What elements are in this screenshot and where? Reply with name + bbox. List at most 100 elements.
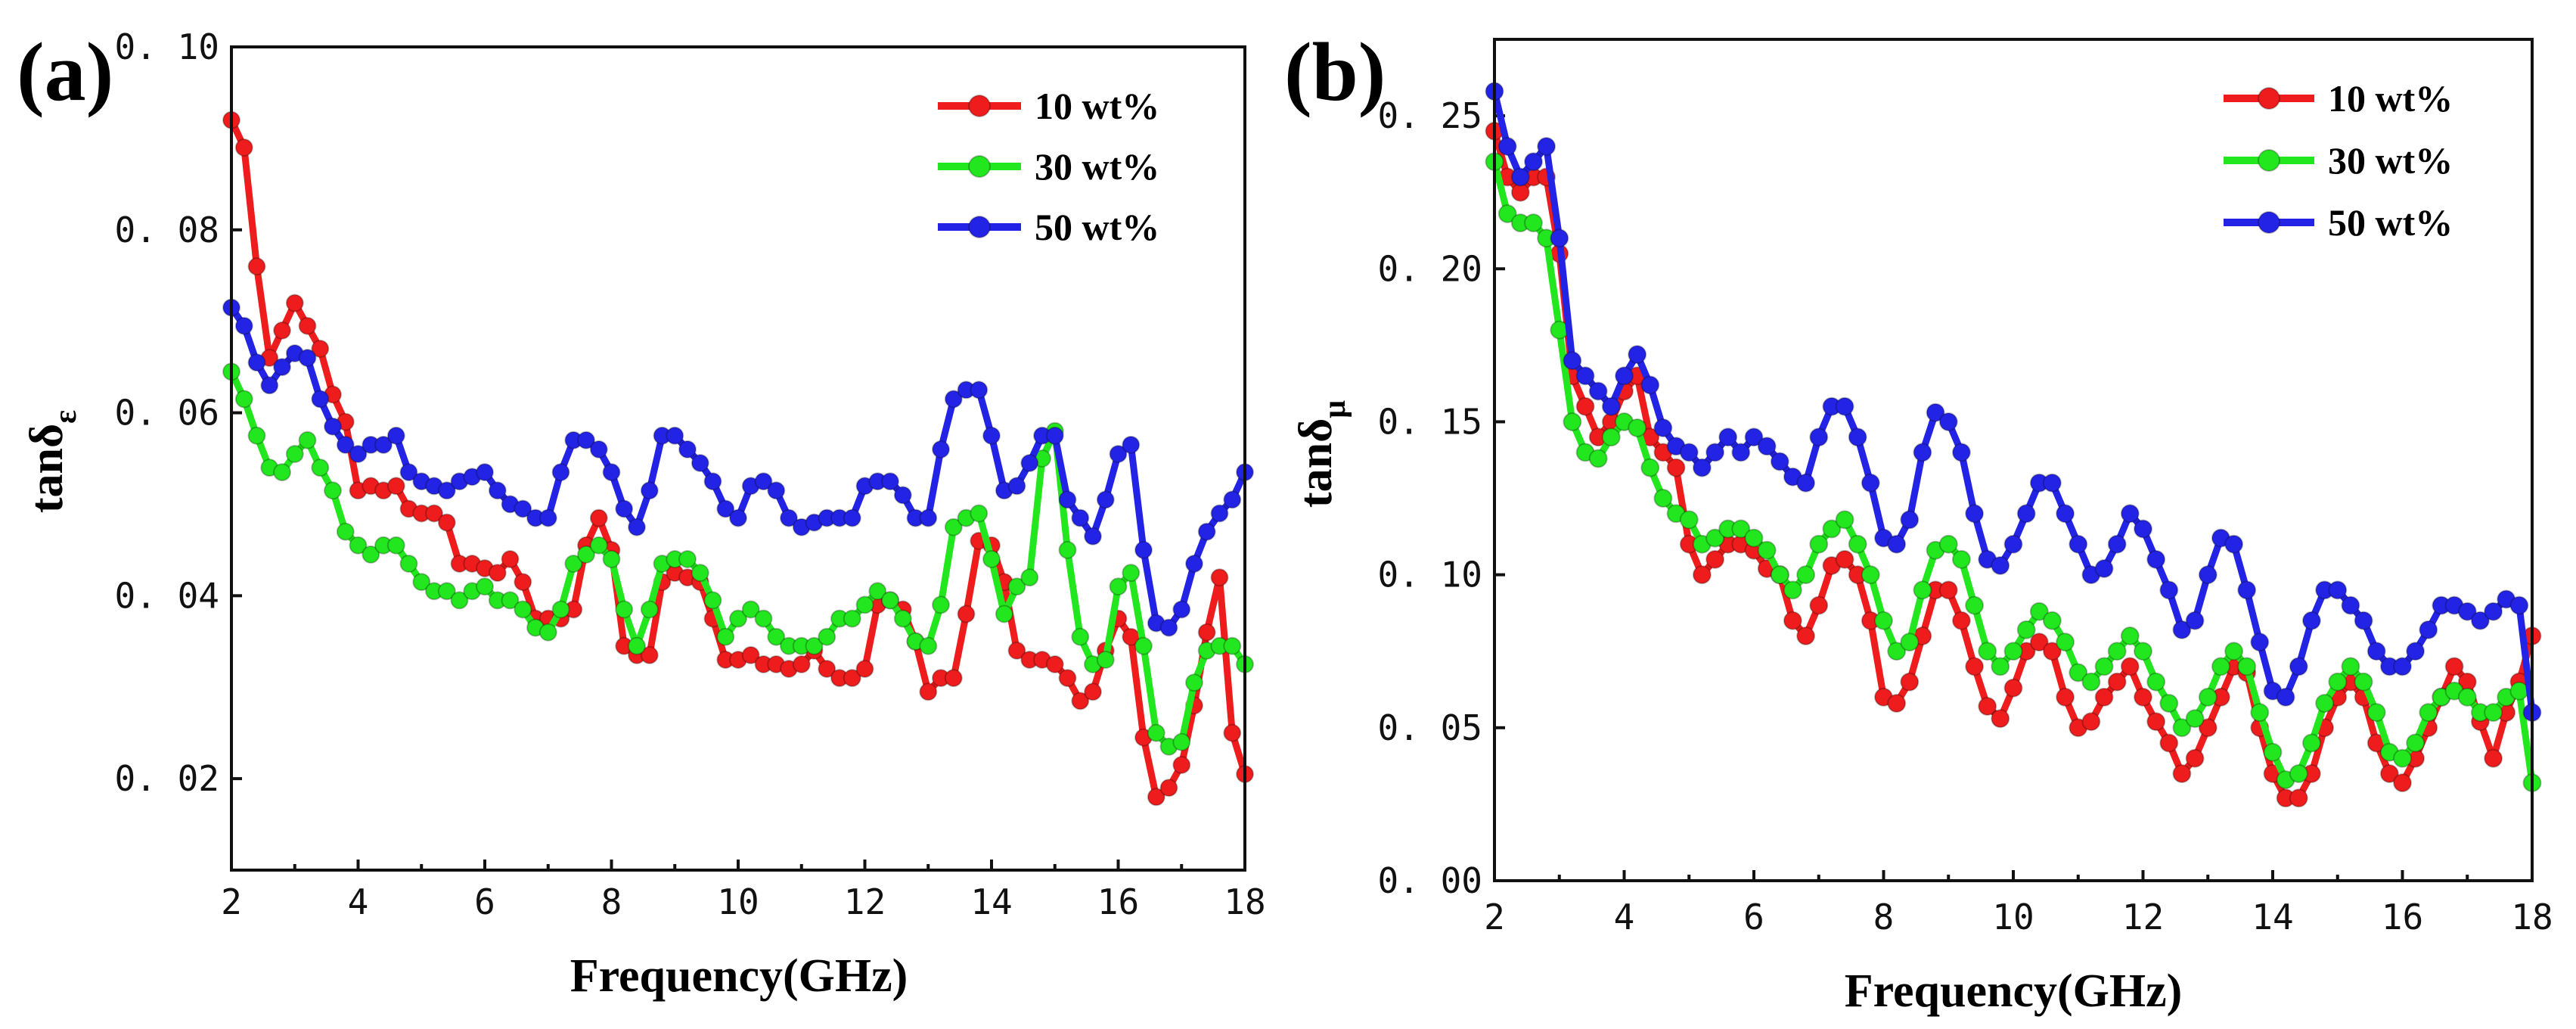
data-point-a-2-29 (589, 440, 608, 459)
data-point-b-1-17 (1705, 528, 1725, 548)
data-point-a-2-25 (538, 508, 557, 527)
data-point-b-0-48 (2107, 672, 2127, 692)
data-point-b-0-50 (2134, 687, 2152, 707)
data-point-b-2-79 (2509, 595, 2529, 615)
y-tick-label-a-0: 0. 02 (115, 758, 219, 799)
data-point-a-2-13 (386, 426, 405, 445)
data-point-a-2-23 (514, 499, 532, 518)
data-point-b-1-37 (1965, 595, 1985, 615)
data-point-a-2-21 (488, 481, 507, 500)
data-point-b-2-32 (1900, 510, 1920, 530)
data-point-b-1-53 (2172, 718, 2192, 738)
data-point-b-2-10 (1615, 366, 1634, 386)
legend-marker-b-0 (2258, 87, 2280, 110)
data-point-b-2-47 (2094, 559, 2114, 578)
x-tick-label-a-8: 18 (1224, 881, 1265, 922)
data-point-b-0-17 (1705, 549, 1725, 569)
data-point-b-1-62 (2289, 764, 2308, 783)
data-point-b-1-58 (2237, 657, 2257, 676)
data-point-b-0-43 (2042, 642, 2062, 661)
data-point-b-1-79 (2509, 681, 2529, 701)
data-point-a-1-51 (868, 582, 887, 601)
x-tick-label-a-2: 6 (474, 881, 495, 922)
panel-label-b: (b) (1284, 26, 1386, 118)
x-tick-label-a-3: 8 (601, 881, 622, 922)
data-point-a-1-9 (336, 522, 355, 541)
data-point-b-1-21 (1757, 540, 1777, 560)
data-point-b-0-16 (1692, 565, 1712, 585)
data-point-b-1-67 (2354, 672, 2373, 692)
data-point-b-1-43 (2042, 611, 2062, 630)
data-point-b-2-53 (2172, 620, 2192, 639)
y-tick-label-b-3: 0. 15 (1378, 401, 1482, 442)
data-point-b-2-44 (2056, 504, 2075, 524)
data-point-b-1-19 (1731, 519, 1751, 539)
x-tick-label-b-3: 8 (1873, 897, 1895, 937)
data-point-a-0-45 (792, 655, 811, 673)
data-point-b-1-27 (1835, 510, 1854, 530)
series-line-a-2 (228, 305, 1249, 632)
data-point-b-2-59 (2250, 633, 2270, 652)
data-point-b-2-21 (1757, 437, 1777, 456)
data-point-b-2-57 (2224, 534, 2244, 554)
data-point-a-1-49 (843, 609, 861, 628)
data-point-b-2-40 (2003, 534, 2023, 554)
data-point-b-1-36 (1951, 549, 1971, 569)
data-point-b-1-1 (1497, 204, 1517, 223)
data-point-b-1-48 (2107, 642, 2127, 661)
y-tick-label-b-5: 0. 25 (1378, 95, 1482, 136)
data-point-b-0-69 (2379, 764, 2399, 783)
data-point-b-1-24 (1796, 565, 1816, 585)
data-point-a-1-43 (767, 627, 786, 646)
data-point-b-2-63 (2301, 611, 2321, 630)
data-point-b-2-50 (2134, 519, 2152, 539)
data-point-b-2-67 (2354, 611, 2373, 630)
data-point-b-2-68 (2367, 642, 2386, 661)
data-point-a-2-2 (247, 353, 266, 372)
data-point-a-0-41 (741, 645, 760, 664)
data-point-a-0-67 (1071, 692, 1090, 710)
data-point-b-2-66 (2341, 595, 2360, 615)
data-point-a-1-42 (754, 609, 773, 628)
data-point-a-0-6 (298, 316, 317, 335)
data-point-a-2-6 (298, 349, 317, 367)
data-point-b-1-28 (1848, 534, 1867, 554)
data-point-b-1-49 (2120, 626, 2140, 645)
data-point-a-1-14 (399, 555, 418, 573)
data-point-a-1-18 (450, 591, 469, 610)
data-point-b-0-14 (1666, 458, 1686, 477)
data-point-b-2-16 (1692, 458, 1712, 477)
data-point-b-1-70 (2393, 748, 2412, 768)
data-point-a-1-50 (855, 595, 874, 614)
x-tick-label-a-4: 10 (717, 881, 759, 922)
data-point-b-1-3 (1524, 213, 1543, 233)
series-b-1 (1485, 152, 2542, 793)
series-line-b-2 (1491, 90, 2536, 713)
data-point-a-1-63 (1020, 568, 1039, 587)
data-point-a-1-17 (437, 582, 456, 601)
data-point-a-2-40 (729, 508, 747, 527)
data-point-a-2-26 (551, 463, 570, 482)
x-tick-label-b-6: 14 (2252, 897, 2293, 937)
data-point-a-1-5 (285, 445, 304, 463)
y-tick-label-a-4: 0. 10 (115, 26, 219, 67)
data-point-a-2-66 (1058, 490, 1077, 509)
data-point-a-0-4 (273, 321, 291, 340)
data-point-a-2-38 (703, 472, 722, 491)
plot-frame-b (1493, 38, 2534, 882)
data-point-a-1-67 (1071, 627, 1090, 646)
data-point-b-1-57 (2224, 642, 2244, 661)
data-point-a-1-69 (1096, 651, 1115, 669)
series-a-1 (222, 362, 1254, 756)
series-a-0 (222, 110, 1254, 807)
legend-label-b-0: 10 wt% (2328, 77, 2453, 120)
data-point-a-2-62 (1007, 477, 1026, 496)
data-point-a-1-62 (1007, 577, 1026, 596)
data-point-a-1-15 (412, 573, 431, 592)
data-point-a-0-75 (1172, 756, 1191, 774)
data-point-b-0-31 (1887, 694, 1907, 713)
data-point-b-1-33 (1913, 580, 1932, 600)
data-point-b-2-29 (1861, 473, 1880, 493)
x-tick-label-b-5: 12 (2122, 897, 2164, 937)
data-point-a-0-22 (501, 550, 520, 568)
